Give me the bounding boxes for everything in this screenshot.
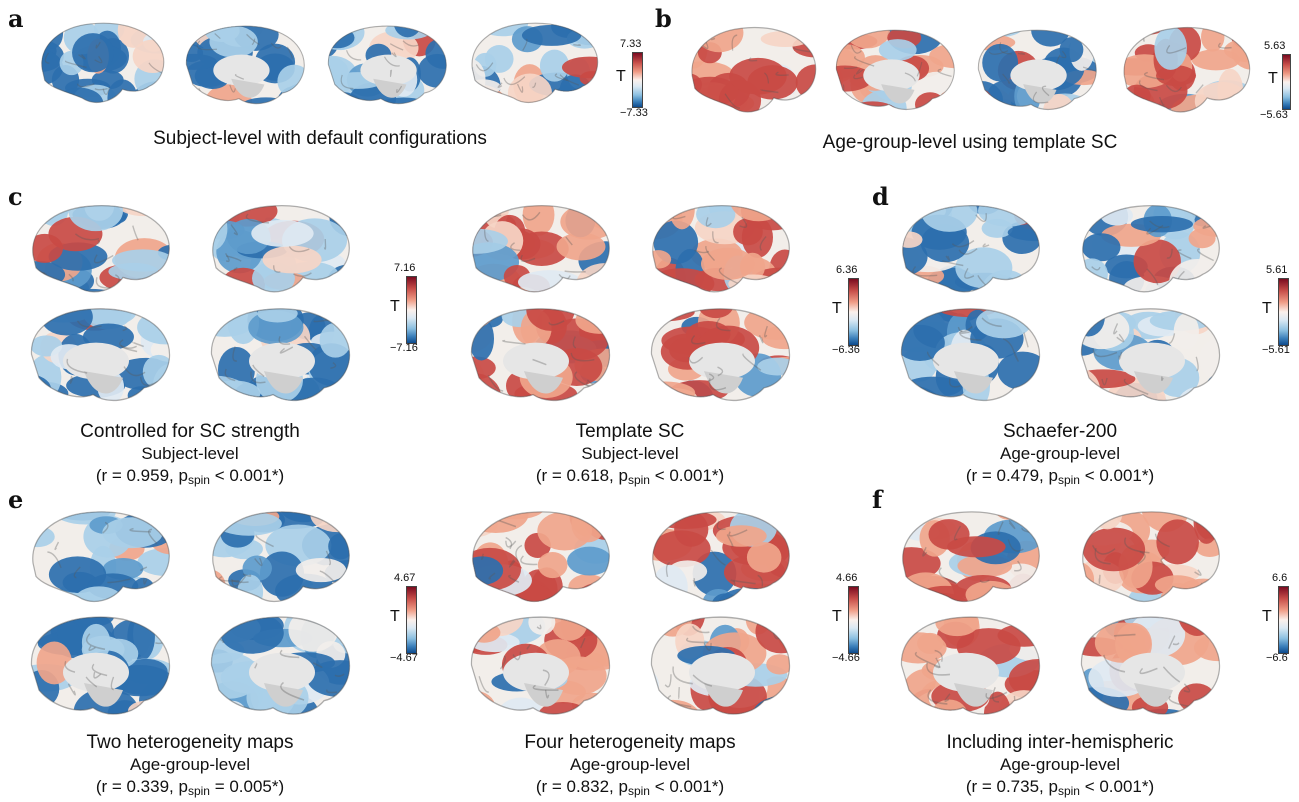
caption-title: Four heterogeneity maps	[524, 732, 736, 753]
caption-level: Age-group-level	[569, 755, 690, 774]
caption-d: Schaefer-200 Age-group-level (r = 0.479,…	[890, 421, 1230, 491]
brain-medial-left	[185, 25, 305, 105]
brain-lateral-right	[1082, 511, 1220, 603]
colorbar-title: T	[1262, 300, 1272, 317]
caption-level: Subject-level	[581, 444, 679, 463]
caption-stats: (r = 0.735, pspin < 0.001*)	[965, 777, 1155, 798]
colorbar-max: 4.67	[394, 572, 416, 584]
caption-stats: (r = 0.339, pspin = 0.005*)	[95, 777, 285, 798]
caption-level: Age-group-level	[999, 444, 1120, 463]
brain-medial-right	[1080, 308, 1221, 402]
colorbar-max: 5.63	[1264, 40, 1286, 52]
caption-stats: (r = 0.618, pspin < 0.001*)	[535, 466, 725, 487]
caption-title: Controlled for SC strength	[80, 421, 300, 442]
colorbar-min: −4.66	[832, 652, 860, 664]
colorbar-max: 4.66	[836, 572, 858, 584]
colorbar-min: −6.6	[1266, 652, 1288, 664]
colorbar-max: 7.16	[394, 262, 416, 274]
colorbar-max: 5.61	[1266, 264, 1288, 276]
caption-stats: (r = 0.479, pspin < 0.001*)	[965, 466, 1155, 487]
colorbar-title: T	[1262, 608, 1272, 625]
brain-lateral-left	[32, 511, 170, 603]
panel-label-f: f	[872, 485, 883, 514]
caption-stats: (r = 0.959, pspin < 0.001*)	[95, 466, 285, 487]
panel-label-c: c	[8, 182, 23, 211]
brain-medial-left	[900, 308, 1041, 402]
brain-lateral-left	[41, 22, 165, 103]
caption-c1: Controlled for SC strength Subject-level…	[20, 421, 360, 491]
brain-medial-right	[210, 308, 351, 402]
colorbar-max: 6.6	[1272, 572, 1288, 584]
brain-lateral-left	[472, 511, 610, 603]
brain-lateral-right	[1082, 205, 1220, 293]
caption-a: Subject-level with default configuration…	[40, 128, 600, 150]
colorbar-min: −7.33	[620, 107, 648, 119]
colorbar-title: T	[390, 298, 400, 315]
colorbar-gradient	[1278, 278, 1289, 346]
colorbar-max: 6.36	[836, 264, 858, 276]
colorbar-gradient	[848, 278, 859, 346]
brain-medial-right	[1080, 616, 1221, 715]
brain-medial-left	[30, 616, 171, 715]
panel-label-e: e	[8, 485, 24, 514]
colorbar-gradient	[1278, 586, 1289, 654]
caption-level: Age-group-level	[129, 755, 250, 774]
caption-level: Age-group-level	[999, 755, 1120, 774]
caption-e1: Two heterogeneity maps Age-group-level (…	[20, 732, 360, 802]
caption-level: Subject-level	[141, 444, 239, 463]
brain-medial-right	[650, 308, 791, 402]
brain-lateral-right	[212, 205, 350, 293]
caption-title: Template SC	[575, 421, 685, 442]
brain-medial-left	[30, 308, 171, 402]
caption-a-title: Subject-level with default configuration…	[153, 128, 487, 149]
brain-lateral-left	[902, 511, 1040, 603]
colorbar-title: T	[832, 608, 842, 625]
colorbar-min: −4.67	[390, 652, 418, 664]
brain-lateral-right	[471, 22, 599, 103]
brain-lateral-right	[1123, 26, 1251, 113]
brain-lateral-left	[472, 205, 610, 293]
brain-medial-left	[470, 616, 611, 715]
caption-b-title: Age-group-level using template SC	[822, 132, 1118, 153]
brain-medial-right	[210, 616, 351, 715]
caption-title: Including inter-hemispheric	[946, 732, 1174, 753]
colorbar-gradient	[848, 586, 859, 654]
colorbar-min: −7.16	[390, 342, 418, 354]
brain-medial-right	[650, 616, 791, 715]
caption-e2: Four heterogeneity maps Age-group-level …	[460, 732, 800, 802]
brain-lateral-right	[652, 205, 790, 293]
colorbar-gradient	[406, 276, 417, 344]
caption-c2: Template SC Subject-level (r = 0.618, ps…	[460, 421, 800, 491]
colorbar-gradient	[1282, 54, 1291, 110]
brain-medial-right	[327, 25, 447, 105]
caption-stats: (r = 0.832, pspin < 0.001*)	[535, 777, 725, 798]
colorbar-title: T	[832, 300, 842, 317]
colorbar-max: 7.33	[620, 38, 642, 50]
colorbar-title: T	[390, 608, 400, 625]
caption-f: Including inter-hemispheric Age-group-le…	[890, 732, 1230, 802]
brain-medial-left	[470, 308, 611, 402]
colorbar-gradient	[406, 586, 417, 654]
colorbar-min: −5.63	[1260, 109, 1288, 121]
colorbar-title: T	[1268, 70, 1278, 87]
brain-lateral-left	[691, 26, 817, 113]
brain-lateral-right	[212, 511, 350, 603]
colorbar-min: −6.36	[832, 344, 860, 356]
brain-lateral-left	[902, 205, 1040, 293]
panel-label-d: d	[872, 182, 889, 211]
caption-title: Schaefer-200	[1002, 421, 1118, 442]
panel-label-a: a	[8, 4, 24, 33]
colorbar-gradient	[632, 52, 643, 108]
caption-title: Two heterogeneity maps	[86, 732, 294, 753]
brain-lateral-right	[652, 511, 790, 603]
brain-medial-left	[900, 616, 1041, 715]
brain-lateral-left	[32, 205, 170, 293]
brain-medial-right	[977, 29, 1097, 111]
colorbar-title: T	[616, 68, 626, 85]
colorbar-min: −5.61	[1262, 344, 1290, 356]
panel-label-b: b	[655, 4, 672, 33]
brain-medial-left	[835, 29, 955, 111]
caption-b: Age-group-level using template SC	[690, 132, 1250, 154]
